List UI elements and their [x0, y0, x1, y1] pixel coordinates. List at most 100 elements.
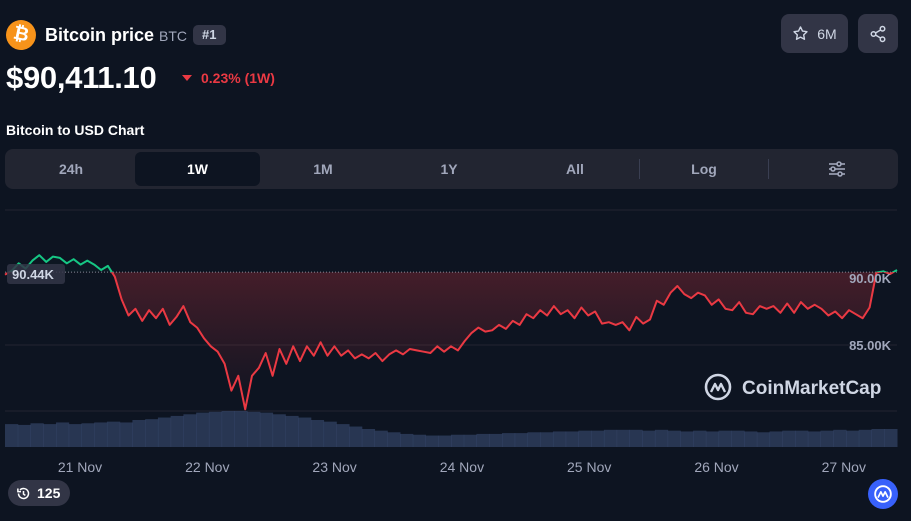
volume-bar: [578, 430, 592, 447]
tab-1w[interactable]: 1W: [135, 152, 260, 186]
coinmarketcap-icon: [704, 373, 732, 401]
volume-bar: [310, 420, 325, 447]
star-icon: [793, 26, 808, 41]
coinmarketcap-button[interactable]: [868, 479, 898, 509]
x-tick-label: 22 Nov: [185, 459, 229, 475]
watermark-text: CoinMarketCap: [742, 378, 881, 399]
price-change-value: 0.23% (1W): [201, 70, 275, 86]
volume-bar: [17, 424, 31, 447]
x-tick-label: 21 Nov: [58, 459, 102, 475]
y-tick-label: 90.00K: [849, 271, 892, 286]
volume-bar: [285, 415, 299, 447]
volume-bar: [183, 414, 197, 447]
volume-bar: [323, 421, 337, 447]
rank-badge: #1: [193, 25, 226, 45]
watchlist-button[interactable]: 6M: [781, 14, 848, 53]
tab-all[interactable]: All: [566, 161, 584, 177]
volume-bar: [94, 422, 108, 447]
volume-bar: [68, 424, 82, 447]
coin-symbol: BTC: [159, 28, 188, 44]
history-badge[interactable]: 125: [8, 480, 71, 506]
volume-bar: [387, 432, 401, 447]
volume-bar: [693, 430, 707, 447]
share-button[interactable]: [858, 14, 898, 53]
tab-log[interactable]: Log: [691, 161, 717, 177]
volume-bar: [132, 420, 146, 447]
volume-bar: [591, 430, 605, 447]
volume-bar: [858, 429, 873, 447]
volume-bar: [616, 429, 630, 447]
price-change: 0.23% (1W): [182, 70, 275, 86]
history-count: 125: [37, 485, 61, 501]
tab-divider: [768, 159, 769, 179]
volume-bar: [718, 430, 732, 447]
x-tick-label: 23 Nov: [312, 459, 356, 475]
volume-bar: [234, 411, 248, 447]
x-tick-label: 25 Nov: [567, 459, 611, 475]
volume-bar: [731, 430, 745, 447]
volume-bar: [642, 430, 656, 447]
bitcoin-icon: ₿: [3, 17, 39, 53]
volume-bar: [259, 412, 274, 447]
current-price: $90,411.10: [6, 60, 157, 95]
tab-1y[interactable]: 1Y: [440, 161, 458, 177]
coinmarketcap-icon: [874, 485, 892, 503]
timeframe-tabs: 24h 1W 1M 1Y All Log: [5, 149, 898, 189]
tab-1m[interactable]: 1M: [313, 161, 333, 177]
chart-watermark: CoinMarketCap: [704, 373, 881, 401]
volume-bar: [871, 429, 885, 447]
volume-bar: [145, 419, 159, 447]
volume-bars: [5, 411, 898, 447]
volume-bar: [629, 429, 643, 447]
tab-divider: [639, 159, 640, 179]
volume-bar: [565, 431, 579, 447]
volume-bar: [451, 434, 465, 447]
volume-bar: [603, 429, 618, 447]
y-axis-ticks: 90.00K 85.00K: [849, 271, 892, 353]
coin-header: ₿ Bitcoin price BTC #1: [3, 17, 226, 53]
volume-bar: [425, 435, 439, 447]
x-axis-ticks: 21 Nov 22 Nov 23 Nov 24 Nov 25 Nov 26 Nov 27 N…: [58, 459, 866, 475]
volume-bar: [744, 431, 758, 447]
volume-bar: [833, 429, 847, 447]
volume-bar: [476, 433, 490, 447]
volume-bar: [705, 431, 720, 447]
volume-bar: [756, 432, 771, 447]
volume-bar: [884, 429, 898, 447]
coin-name: Bitcoin price: [45, 24, 155, 45]
volume-bar: [400, 433, 414, 447]
price-line: [4, 254, 898, 411]
reference-value: 90.44K: [12, 267, 55, 282]
volume-bar: [540, 432, 554, 447]
volume-bar: [5, 424, 19, 447]
volume-bar: [438, 435, 452, 447]
volume-bar: [208, 411, 223, 447]
watchlist-count: 6M: [817, 25, 837, 42]
volume-bar: [807, 431, 822, 447]
volume-bar: [820, 430, 834, 447]
x-tick-label: 27 Nov: [822, 459, 866, 475]
area-above-reference: [9, 255, 897, 273]
x-tick-label: 24 Nov: [440, 459, 484, 475]
price-chart[interactable]: 90.44K 90.00K 85.00K 21 Nov 22 Nov 23 Nov 24…: [0, 195, 911, 481]
caret-down-icon: [182, 75, 192, 81]
volume-bar: [349, 426, 363, 447]
volume-bar: [552, 431, 567, 447]
volume-bar: [298, 417, 312, 447]
volume-bar: [514, 433, 528, 447]
volume-bar: [55, 422, 70, 447]
reference-label: 90.44K: [7, 264, 65, 284]
volume-bar: [769, 431, 783, 447]
x-tick-label: 26 Nov: [694, 459, 738, 475]
price-line-below: [4, 272, 896, 411]
volume-bar: [501, 433, 516, 447]
volume-bar: [119, 422, 133, 447]
volume-bar: [361, 429, 376, 447]
volume-bar: [374, 430, 388, 447]
y-tick-label: 85.00K: [849, 338, 892, 353]
sliders-icon[interactable]: [825, 159, 849, 179]
volume-bar: [272, 414, 286, 447]
volume-bar: [795, 430, 809, 447]
tab-24h[interactable]: 24h: [58, 161, 84, 177]
volume-bar: [654, 429, 669, 447]
